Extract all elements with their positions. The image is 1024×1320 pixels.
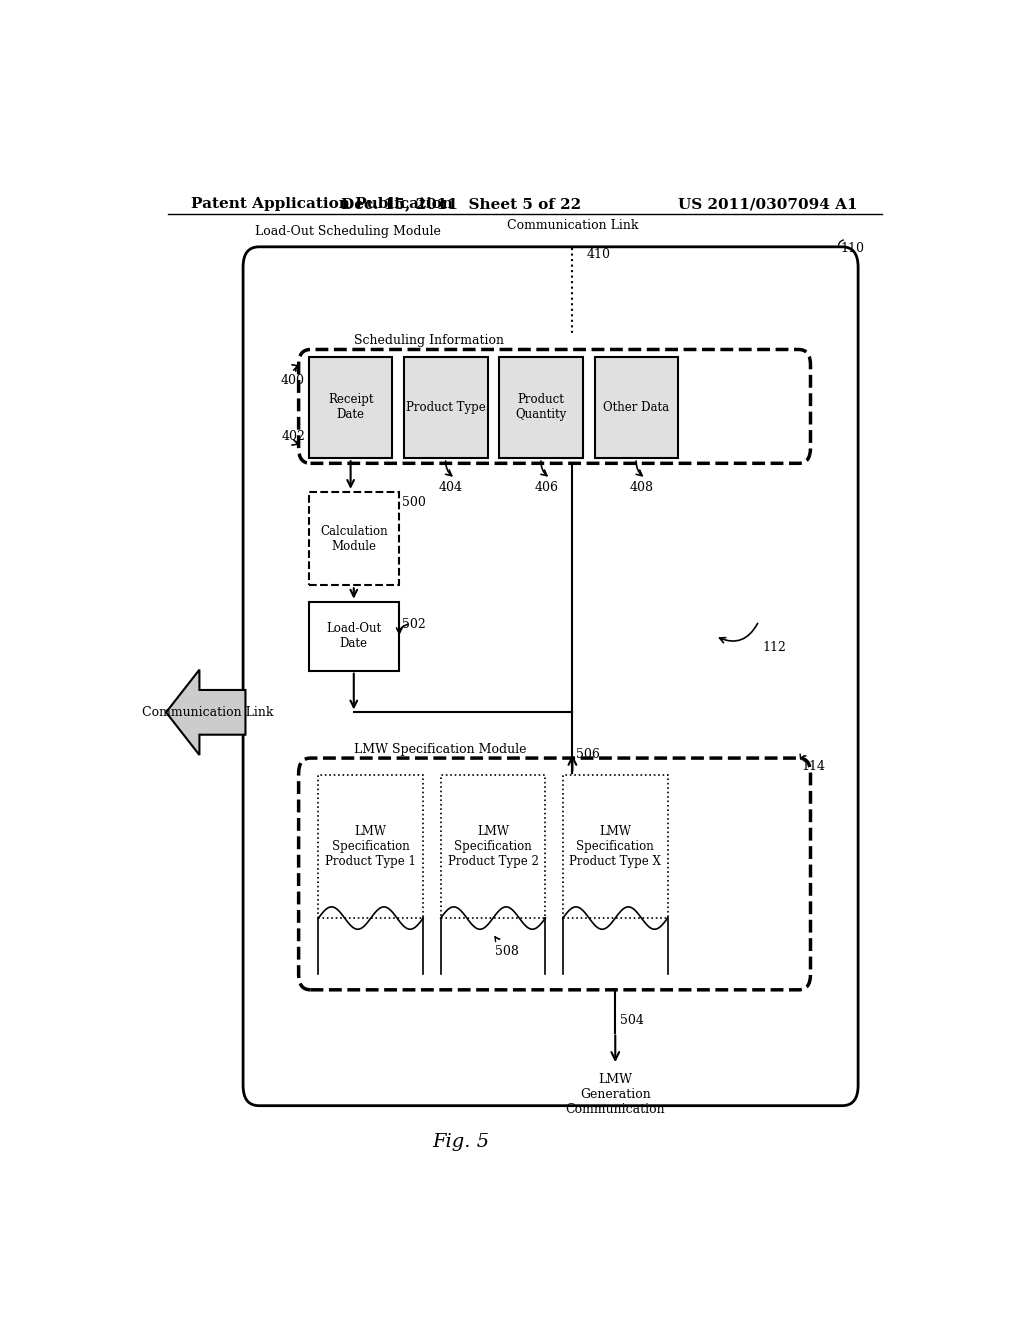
Text: 504: 504: [620, 1014, 644, 1027]
Text: 112: 112: [763, 642, 786, 655]
Text: Calculation
Module: Calculation Module: [319, 524, 388, 553]
Text: 400: 400: [281, 374, 304, 387]
FancyBboxPatch shape: [243, 247, 858, 1106]
Text: 402: 402: [282, 430, 305, 444]
Text: Product Type: Product Type: [406, 401, 485, 414]
Text: 410: 410: [587, 248, 610, 261]
Text: Receipt
Date: Receipt Date: [328, 393, 374, 421]
Polygon shape: [562, 333, 583, 351]
Text: LMW
Specification
Product Type 2: LMW Specification Product Type 2: [447, 825, 539, 869]
FancyBboxPatch shape: [318, 775, 423, 917]
Text: US 2011/0307094 A1: US 2011/0307094 A1: [679, 197, 858, 211]
FancyBboxPatch shape: [299, 350, 811, 463]
Text: 114: 114: [801, 760, 825, 774]
FancyBboxPatch shape: [563, 775, 668, 917]
Text: 404: 404: [439, 480, 463, 494]
Text: Fig. 5: Fig. 5: [433, 1134, 489, 1151]
Text: Scheduling Information: Scheduling Information: [354, 334, 504, 347]
Text: Communication Link: Communication Link: [141, 706, 273, 719]
FancyBboxPatch shape: [299, 758, 811, 990]
Text: 408: 408: [630, 480, 653, 494]
Text: LMW
Specification
Product Type 1: LMW Specification Product Type 1: [326, 825, 417, 869]
Text: 508: 508: [496, 945, 519, 958]
Text: Communication Link: Communication Link: [507, 219, 638, 231]
FancyBboxPatch shape: [404, 356, 487, 458]
Text: 502: 502: [401, 618, 426, 631]
Polygon shape: [166, 669, 246, 755]
Text: Other Data: Other Data: [603, 401, 670, 414]
FancyBboxPatch shape: [500, 356, 583, 458]
Text: Dec. 15, 2011  Sheet 5 of 22: Dec. 15, 2011 Sheet 5 of 22: [341, 197, 582, 211]
Text: Load-Out Scheduling Module: Load-Out Scheduling Module: [255, 224, 441, 238]
FancyBboxPatch shape: [440, 775, 546, 917]
FancyBboxPatch shape: [309, 602, 398, 671]
Text: Patent Application Publication: Patent Application Publication: [191, 197, 454, 211]
Text: 506: 506: [577, 748, 600, 760]
FancyBboxPatch shape: [595, 356, 678, 458]
Text: LMW
Specification
Product Type X: LMW Specification Product Type X: [569, 825, 662, 869]
Text: 406: 406: [535, 480, 558, 494]
Text: LMW Specification Module: LMW Specification Module: [354, 743, 526, 756]
FancyBboxPatch shape: [309, 356, 392, 458]
Text: 110: 110: [841, 242, 864, 255]
Text: LMW
Generation
Communication: LMW Generation Communication: [565, 1073, 665, 1117]
FancyBboxPatch shape: [309, 492, 398, 585]
Text: Product
Quantity: Product Quantity: [515, 393, 566, 421]
Text: Load-Out
Date: Load-Out Date: [327, 622, 381, 651]
Text: 500: 500: [401, 496, 426, 508]
